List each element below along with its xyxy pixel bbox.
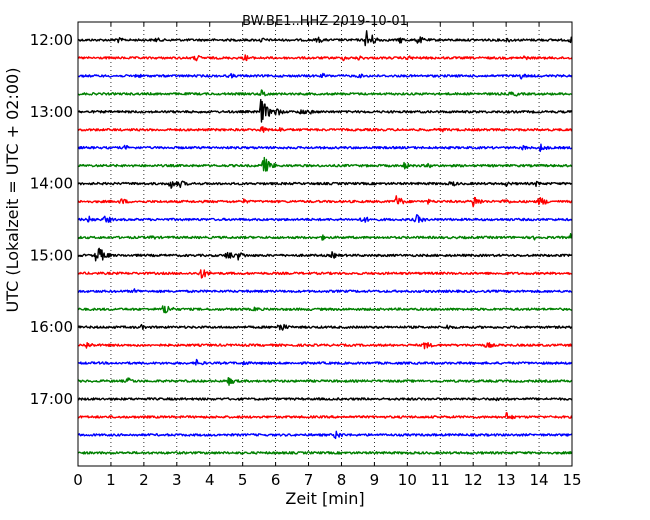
trace-row: [77, 156, 573, 172]
y-tick-label: 16:00: [30, 318, 73, 336]
trace-row: [77, 323, 573, 331]
y-tick-label: 14:00: [30, 175, 73, 193]
trace-row: [77, 451, 573, 455]
trace-row: [77, 233, 573, 241]
y-tick-label: 13:00: [30, 103, 73, 121]
y-tick-label: 15:00: [30, 246, 73, 264]
x-tick-label: 4: [205, 471, 215, 489]
y-axis-label: UTC (Lokalzeit = UTC + 02:00): [3, 68, 22, 313]
traces: [77, 30, 573, 455]
x-tick-label: 11: [431, 471, 450, 489]
trace-row: [77, 30, 573, 47]
x-tick-label: 0: [73, 471, 83, 489]
y-tick-label: 17:00: [30, 390, 73, 408]
plot-frame: [77, 21, 573, 467]
trace-row: [77, 143, 573, 153]
x-tick-label: 2: [139, 471, 149, 489]
chart-title: BW.BE1..HHZ 2019-10-01: [242, 14, 408, 29]
trace-row: [77, 288, 573, 294]
trace-row: [78, 305, 573, 314]
trace-row: [77, 247, 573, 262]
x-tick-label: 14: [530, 471, 549, 489]
trace-row: [77, 214, 573, 224]
trace-row: [77, 412, 573, 420]
trace-row: [77, 430, 573, 440]
trace-row: [77, 269, 573, 279]
trace-row: [77, 89, 573, 97]
x-axis-label: Zeit [min]: [285, 489, 364, 508]
x-tick-label: 1: [106, 471, 116, 489]
x-tick-label: 9: [370, 471, 380, 489]
x-tick-label: 15: [562, 471, 581, 489]
x-tick-label: 10: [398, 471, 417, 489]
trace-row: [77, 54, 573, 62]
trace-row: [77, 195, 573, 208]
x-tick-label: 5: [238, 471, 248, 489]
trace-row: [77, 98, 573, 123]
trace-row: [77, 397, 573, 402]
x-tick-label: 12: [464, 471, 483, 489]
trace-row: [77, 358, 573, 366]
x-tick-label: 13: [497, 471, 516, 489]
x-tick-label: 8: [337, 471, 347, 489]
x-tick-label: 6: [271, 471, 281, 489]
trace-row: [77, 72, 573, 80]
trace-row: [77, 180, 573, 189]
trace-row: [77, 126, 573, 133]
x-tick-label: 7: [304, 471, 314, 489]
trace-row: [77, 341, 573, 350]
x-tick-label: 3: [172, 471, 182, 489]
axis-ticks: 0 1 2 3 4 5 6 7 8 9 10 11 12 13 14 1512:0013:0014:0015:…: [30, 22, 582, 489]
trace-row: [77, 377, 573, 386]
y-tick-label: 12:00: [30, 31, 73, 49]
